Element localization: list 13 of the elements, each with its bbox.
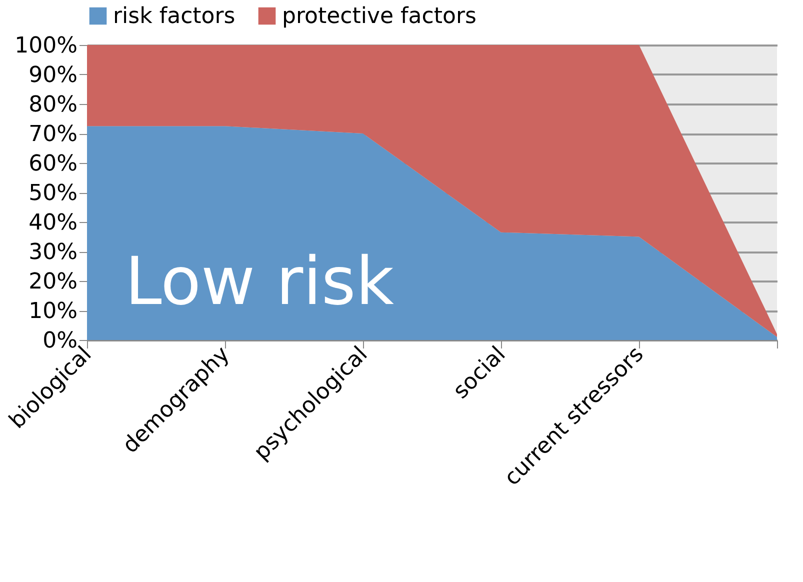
y-tick-label: 10% (28, 299, 78, 324)
y-tick-label: 60% (28, 152, 78, 176)
y-tick-label: 90% (28, 63, 78, 88)
y-tick-label: 20% (28, 270, 78, 294)
y-tick-label: 50% (28, 181, 78, 206)
y-tick-label: 100% (14, 34, 78, 58)
legend-label: protective factors (282, 4, 476, 29)
y-tick-label: 40% (28, 210, 78, 236)
y-tick-label: 80% (28, 92, 78, 118)
y-tick-label: 70% (28, 122, 78, 147)
legend-label: risk factors (113, 4, 236, 29)
annotation: Low risk (125, 243, 395, 320)
y-tick-label: 30% (28, 240, 78, 265)
